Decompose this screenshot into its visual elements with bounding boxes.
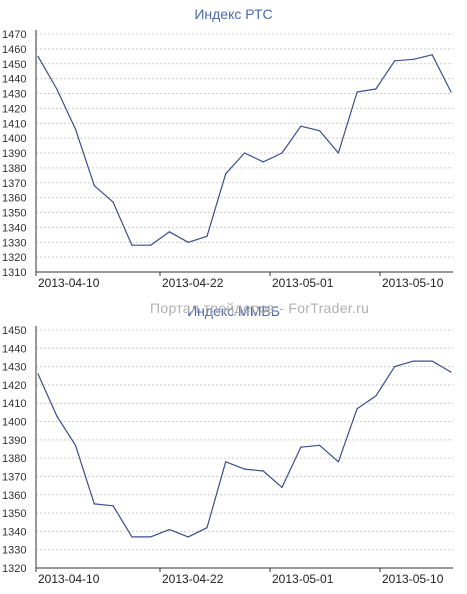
micex-y-tick-label: 1330 <box>2 545 26 557</box>
rts-data-point <box>225 173 227 175</box>
rts-data-point <box>74 128 77 130</box>
micex-data-point <box>375 395 377 397</box>
micex-data-point <box>206 527 208 529</box>
micex-series-line <box>37 360 452 538</box>
rts-data-point <box>131 244 133 246</box>
rts-series-line <box>37 54 452 246</box>
rts-y-tick-label: 1360 <box>2 193 26 205</box>
rts-data-point <box>412 58 415 60</box>
micex-data-point <box>262 470 264 472</box>
rts-y-tick-label: 1460 <box>2 44 26 56</box>
rts-data-point <box>150 244 152 246</box>
rts-y-tick-label: 1390 <box>2 148 26 160</box>
micex-chart: Индекс ММВБ 1320 1330 1340 1350 1360 1370 1380… <box>0 297 467 587</box>
micex-data-point <box>74 444 77 446</box>
micex-data-point <box>356 408 358 410</box>
rts-chart: Индекс РТС 1310 1320 1330 1340 1350 1360 1370 1… <box>0 0 467 290</box>
micex-data-point <box>37 373 39 375</box>
watermark-text: Портал трейдеров - ForTrader.ru <box>150 300 370 316</box>
rts-data-point <box>318 130 321 132</box>
micex-data-point <box>225 461 227 463</box>
rts-data-point <box>375 88 377 90</box>
rts-data-point <box>337 152 339 154</box>
micex-data-point <box>112 505 114 507</box>
rts-y-tick-label: 1470 <box>2 29 26 41</box>
rts-y-tick-label: 1420 <box>2 103 26 115</box>
micex-data-point <box>318 444 321 446</box>
micex-y-tick-label: 1400 <box>2 417 26 429</box>
rts-y-tick-label: 1380 <box>2 163 26 175</box>
micex-data-point <box>412 360 415 362</box>
micex-y-tick-label: 1390 <box>2 435 26 447</box>
micex-data-point <box>394 366 396 368</box>
micex-x-tick-label: 2013-04-10 <box>38 572 100 586</box>
micex-data-point <box>131 536 133 538</box>
micex-y-tick-label: 1360 <box>2 490 26 502</box>
micex-data-point <box>243 468 246 470</box>
micex-chart-title: Индекс ММВБ <box>187 303 280 319</box>
micex-data-point <box>56 415 58 417</box>
rts-x-tick-label: 2013-04-10 <box>38 276 100 290</box>
rts-data-point <box>187 241 189 243</box>
micex-data-point <box>450 371 452 373</box>
rts-data-point <box>168 231 171 233</box>
rts-data-point <box>56 88 58 90</box>
micex-data-point <box>431 360 433 362</box>
micex-y-tick-label: 1350 <box>2 508 26 520</box>
rts-data-point <box>281 152 283 154</box>
rts-y-tick-label: 1330 <box>2 237 26 249</box>
micex-y-tick-label: 1430 <box>2 362 26 374</box>
micex-data-point <box>337 461 339 463</box>
rts-chart-plot: 1310 1320 1330 1340 1350 1360 1370 1380 1390 1400… <box>2 29 453 290</box>
rts-y-tick-label: 1370 <box>2 178 26 190</box>
micex-y-tick-label: 1370 <box>2 471 26 483</box>
rts-data-point <box>243 152 246 154</box>
rts-data-point <box>112 201 114 203</box>
rts-data-point <box>262 161 264 163</box>
micex-data-point <box>168 528 171 531</box>
micex-x-tick-label: 2013-05-10 <box>382 572 444 586</box>
micex-y-tick-label: 1450 <box>2 325 26 337</box>
micex-chart-plot: 1320 1330 1340 1350 1360 1370 1380 1390 1400 1410… <box>2 325 453 586</box>
micex-y-tick-label: 1410 <box>2 398 26 410</box>
rts-data-point <box>300 125 302 127</box>
rts-y-tick-label: 1450 <box>2 59 26 71</box>
micex-y-tick-label: 1340 <box>2 526 26 538</box>
micex-y-tick-label: 1440 <box>2 343 26 355</box>
rts-data-point <box>394 60 396 62</box>
rts-data-point <box>206 235 208 237</box>
rts-data-point <box>93 185 95 187</box>
micex-data-point <box>300 446 302 448</box>
rts-y-tick-label: 1310 <box>2 267 26 279</box>
micex-data-point <box>281 486 283 489</box>
micex-y-tick-label: 1320 <box>2 563 26 575</box>
rts-chart-title: Индекс РТС <box>194 6 273 22</box>
micex-x-tick-label: 2013-05-01 <box>272 572 334 586</box>
rts-data-point <box>431 54 433 56</box>
micex-data-point <box>150 536 152 538</box>
rts-y-tick-label: 1430 <box>2 89 26 101</box>
rts-data-point <box>356 91 358 93</box>
rts-x-tick-label: 2013-05-01 <box>272 276 334 290</box>
rts-y-tick-label: 1340 <box>2 222 26 234</box>
micex-data-point <box>187 536 189 538</box>
micex-y-tick-label: 1420 <box>2 380 26 392</box>
rts-x-tick-label: 2013-04-22 <box>162 276 224 290</box>
rts-y-tick-label: 1410 <box>2 118 26 130</box>
rts-y-tick-label: 1320 <box>2 252 26 264</box>
rts-data-point <box>450 91 452 93</box>
micex-y-tick-label: 1380 <box>2 453 26 465</box>
micex-data-point <box>93 503 95 505</box>
rts-x-tick-label: 2013-05-10 <box>382 276 444 290</box>
rts-y-tick-label: 1350 <box>2 208 26 220</box>
rts-data-point <box>37 55 39 57</box>
micex-x-tick-label: 2013-04-22 <box>162 572 224 586</box>
rts-y-tick-label: 1440 <box>2 74 26 86</box>
rts-y-tick-label: 1400 <box>2 133 26 145</box>
